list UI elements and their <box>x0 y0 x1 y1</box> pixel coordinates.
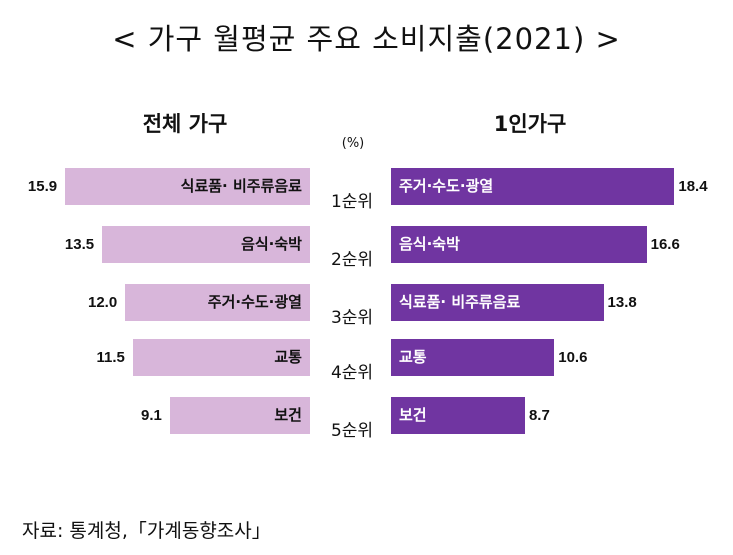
unit-label: (%) <box>341 136 365 151</box>
right-panel-title: 1인가구 <box>493 112 567 136</box>
left-value-label-2: 13.5 <box>64 236 95 253</box>
right-bar-4 <box>391 339 555 376</box>
rank-label-2: 2순위 <box>330 250 374 270</box>
left-bar-2 <box>102 226 310 263</box>
right-bar-label-3: 식료품· 비주류음료 <box>399 293 521 311</box>
right-value-label-3: 13.8 <box>607 294 637 311</box>
rank-label-3: 3순위 <box>330 308 374 328</box>
right-value-label-1: 18.4 <box>678 178 708 195</box>
right-bar-5 <box>391 397 525 434</box>
left-bar-5 <box>169 397 310 434</box>
right-value-label-2: 16.6 <box>650 236 680 253</box>
right-bar-2 <box>391 226 647 263</box>
left-bar-3 <box>125 284 310 321</box>
rank-label-1: 1순위 <box>330 192 374 212</box>
right-value-label-4: 10.6 <box>558 349 588 366</box>
right-value-label-5: 8.7 <box>528 407 550 424</box>
chart-title: < 가구 월평균 주요 소비지출(2021) > <box>112 22 621 56</box>
right-bar-1 <box>391 168 675 205</box>
rank-label-4: 4순위 <box>330 363 374 383</box>
left-bar-label-5: 보건 <box>274 406 302 424</box>
right-bar-3 <box>391 284 604 321</box>
rank-label-5: 5순위 <box>330 421 374 441</box>
left-bar-1 <box>65 168 310 205</box>
left-value-label-4: 11.5 <box>96 349 125 366</box>
left-panel-title: 전체 가구 <box>142 112 228 136</box>
left-value-label-1: 15.9 <box>27 178 58 195</box>
right-bar-label-5: 보건 <box>399 406 427 424</box>
source-note: 자료: 통계청,「가계동향조사」 <box>22 520 271 542</box>
left-bar-label-2: 음식·숙박 <box>241 235 302 253</box>
left-bar-label-4: 교통 <box>274 348 302 366</box>
left-bar-label-1: 식료품· 비주류음료 <box>180 177 302 195</box>
left-value-label-3: 12.0 <box>87 294 118 311</box>
right-bar-label-4: 교통 <box>399 348 427 366</box>
left-bar-label-3: 주거·수도·광열 <box>207 293 302 311</box>
left-bar-4 <box>132 339 310 376</box>
right-bar-label-1: 주거·수도·광열 <box>399 177 494 195</box>
left-value-label-5: 9.1 <box>141 407 162 424</box>
right-bar-label-2: 음식·숙박 <box>399 235 460 253</box>
